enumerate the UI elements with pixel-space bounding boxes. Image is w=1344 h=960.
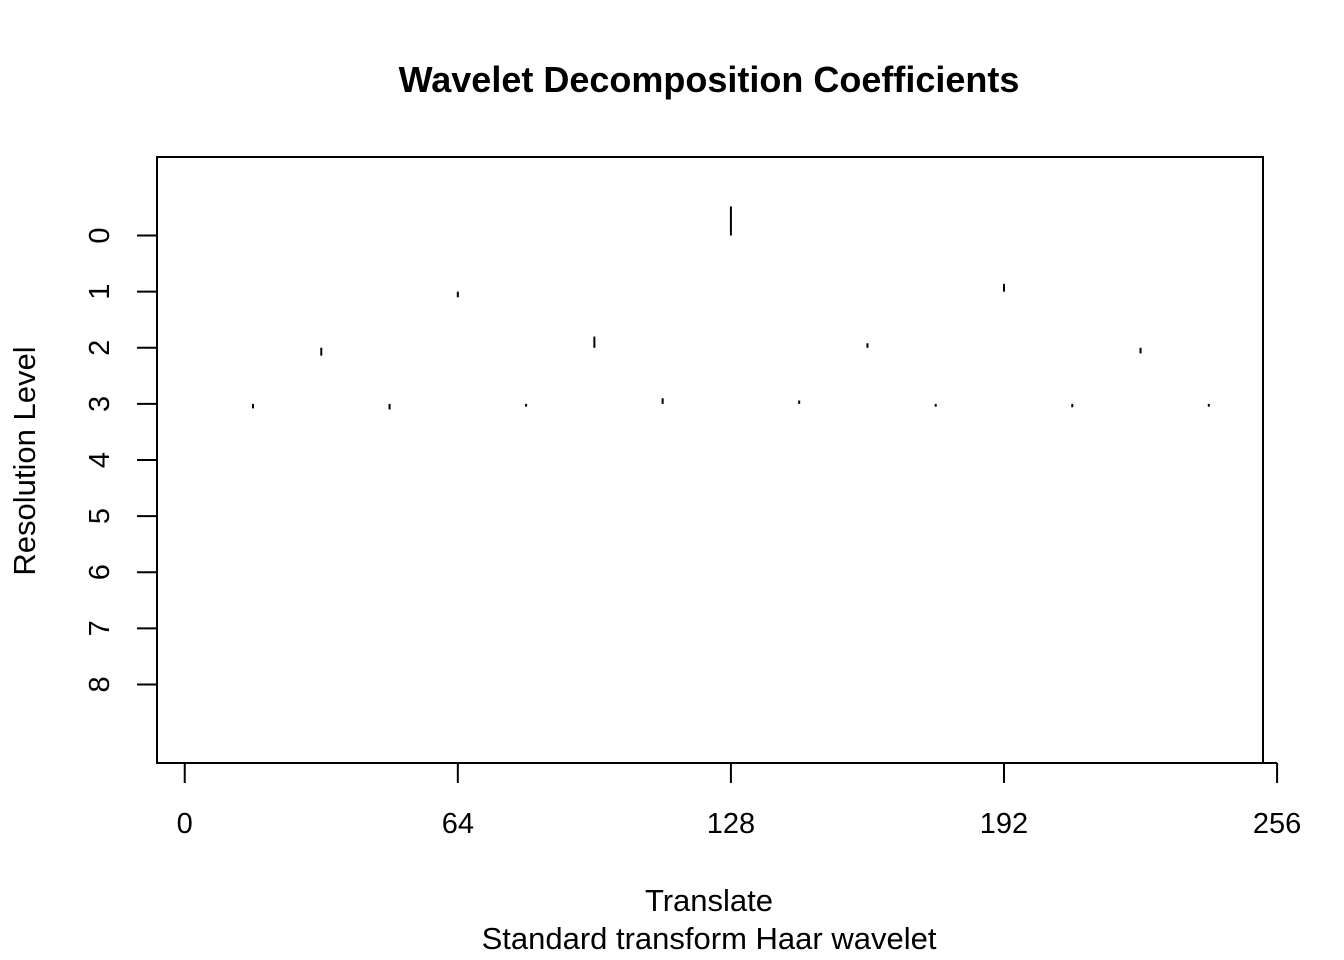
y-tick-label-5: 5 [84,508,116,524]
chart-title: Wavelet Decomposition Coefficients [399,59,1020,100]
x-tick-label-128: 128 [707,808,755,840]
x-tick-label-256: 256 [1253,808,1301,840]
y-tick-label-3: 3 [84,396,116,412]
x-tick-label-192: 192 [980,808,1028,840]
y-tick-label-2: 2 [84,340,116,356]
coefficient-marks [252,206,1210,410]
x-tick-label-0: 0 [177,808,193,840]
x-axis-label: Translate [645,883,773,918]
y-tick-label-7: 7 [84,620,116,636]
x-axis: 0 64 128 192 256 [177,762,1301,840]
x-tick-label-64: 64 [442,808,474,840]
y-axis: 0 1 2 3 4 5 6 7 8 [84,227,158,693]
y-tick-label-6: 6 [84,564,116,580]
y-tick-label-8: 8 [84,676,116,692]
y-tick-label-4: 4 [84,452,116,468]
y-tick-label-1: 1 [84,284,116,300]
y-axis-label: Resolution Level [7,346,42,575]
y-tick-label-0: 0 [84,227,116,243]
plot-frame [156,156,1264,764]
chart-subtitle: Standard transform Haar wavelet [482,921,937,956]
